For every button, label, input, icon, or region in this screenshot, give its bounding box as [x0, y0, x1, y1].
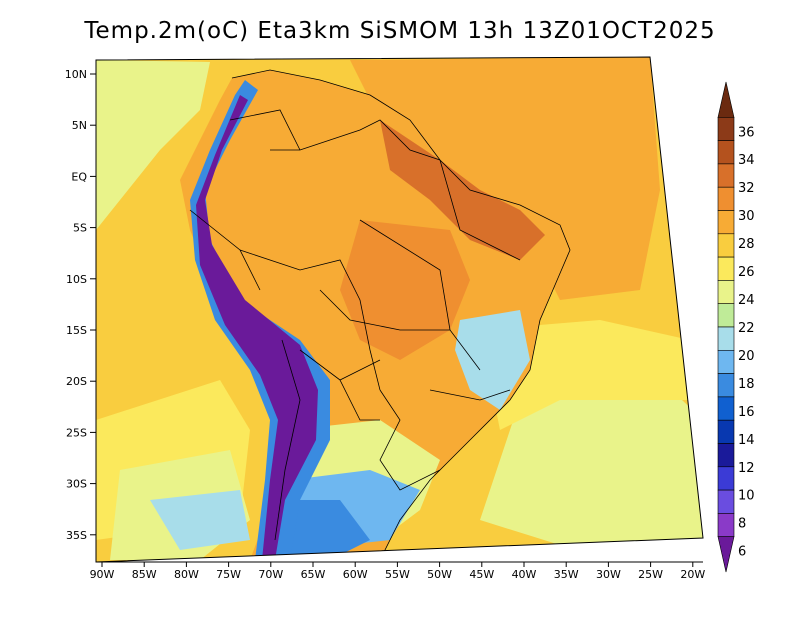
- lon-label: 90W: [90, 568, 115, 581]
- longitude-axis: 90W 85W 80W 75W 70W 65W 60W 55W 50W 45W 40W 35W 30W 2…: [90, 562, 705, 581]
- map-domain: [96, 57, 703, 562]
- border-argentina-chile: [274, 339, 301, 541]
- lon-label: 60W: [343, 568, 368, 581]
- colorbar-label: 6: [738, 545, 746, 560]
- lon-label: 75W: [216, 568, 241, 581]
- lon-label: 70W: [258, 568, 283, 581]
- tropical-atlantic-warm: [350, 57, 660, 300]
- border-states-1: [359, 219, 481, 371]
- lon-label: 25W: [638, 568, 663, 581]
- lat-label: EQ: [71, 170, 87, 183]
- border-peru: [189, 209, 261, 291]
- lat-label: 5S: [73, 222, 87, 235]
- lat-label: 15S: [66, 324, 87, 337]
- colorbar-swatch: [717, 280, 735, 304]
- colorbar: 36 34 32 30 28 26 24 22 20 18 16 14 12 10 8 6: [717, 81, 755, 573]
- colorbar-swatch: [717, 396, 735, 421]
- colorbar-label: 28: [738, 237, 755, 252]
- colorbar-label: 12: [738, 461, 755, 476]
- colorbar-swatch: [717, 117, 735, 141]
- border-states-3: [319, 289, 450, 331]
- colorbar-swatch: [717, 373, 735, 398]
- latitude-axis: 10N 5N EQ 5S 10S 15S 20S 25S 30S 35S: [65, 68, 96, 542]
- colorbar-top-arrow: [717, 81, 735, 118]
- colorbar-label: 30: [738, 209, 755, 224]
- border-states-4: [429, 389, 511, 401]
- colorbar-label: 32: [738, 181, 755, 196]
- lon-label: 40W: [512, 568, 537, 581]
- border-brazil-west: [239, 249, 381, 391]
- colorbar-swatch: [717, 210, 735, 235]
- colorbar-swatch: [717, 256, 735, 281]
- colorbar-label: 24: [738, 293, 755, 308]
- colorbar-swatch: [717, 419, 735, 444]
- lat-label: 25S: [66, 426, 87, 439]
- political-borders: [189, 69, 571, 561]
- colorbar-swatch: [717, 466, 735, 491]
- colorbar-bottom-arrow: [717, 536, 735, 573]
- lon-label: 35W: [554, 568, 579, 581]
- colorbar-label: 22: [738, 321, 755, 336]
- lat-label: 35S: [66, 529, 87, 542]
- colorbar-swatch: [717, 443, 735, 468]
- colorbar-label: 10: [738, 489, 755, 504]
- colorbar-swatch: [717, 349, 735, 374]
- colorbar-swatch: [717, 233, 735, 258]
- lon-label: 80W: [174, 568, 199, 581]
- colorbar-swatch: [717, 513, 735, 538]
- border-colombia: [229, 109, 301, 151]
- andes-cold-ridge: [196, 95, 318, 560]
- lat-label: 20S: [66, 375, 87, 388]
- coastline: [231, 69, 571, 561]
- northeast-hot-zone: [380, 120, 545, 260]
- pacific-cool: [96, 60, 210, 230]
- colorbar-label: 20: [738, 349, 755, 364]
- border-states-2: [439, 159, 521, 261]
- colorbar-label: 14: [738, 433, 755, 448]
- colorbar-swatch: [717, 163, 735, 188]
- colorbar-swatch: [717, 140, 735, 165]
- colorbar-label: 8: [738, 517, 746, 532]
- lon-label: 85W: [132, 568, 157, 581]
- colorbar-label: 26: [738, 265, 755, 280]
- pacific-southern-blue: [150, 490, 250, 550]
- map-title: Temp.2m(oC) Eta3km SiSMOM 13h 13Z01OCT20…: [84, 18, 716, 44]
- lat-label: 10S: [66, 273, 87, 286]
- colorbar-label: 36: [738, 125, 755, 140]
- brazil-highlands: [455, 310, 530, 410]
- lat-label: 30S: [66, 478, 87, 491]
- south-atlantic-mild: [480, 320, 700, 430]
- lat-label: 10N: [65, 68, 87, 81]
- lon-label: 50W: [427, 568, 452, 581]
- border-paraguay: [339, 379, 380, 421]
- colorbar-swatch: [717, 303, 735, 328]
- lat-label: 5N: [72, 119, 87, 132]
- lon-label: 45W: [469, 568, 494, 581]
- lon-label: 30W: [596, 568, 621, 581]
- interior-hot-zone: [340, 220, 470, 360]
- colorbar-swatch: [717, 326, 735, 351]
- colorbar-swatch: [717, 489, 735, 514]
- lon-label: 20W: [680, 568, 705, 581]
- border-brazil-south: [379, 389, 441, 491]
- lon-label: 55W: [385, 568, 410, 581]
- colorbar-label: 16: [738, 405, 755, 420]
- lon-label: 65W: [301, 568, 326, 581]
- colorbar-swatch: [717, 186, 735, 211]
- colorbar-label: 34: [738, 153, 755, 168]
- colorbar-label: 18: [738, 377, 755, 392]
